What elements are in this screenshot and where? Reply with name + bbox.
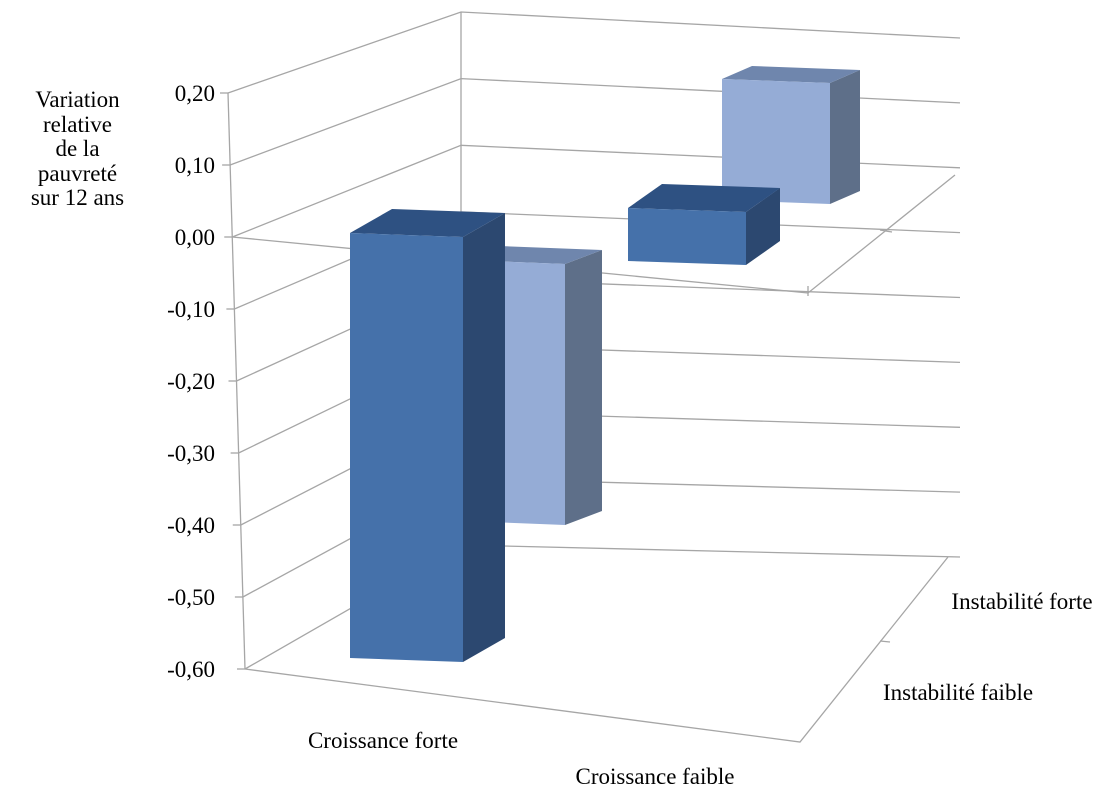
- y-tick-label: -0,50: [167, 585, 215, 610]
- y-axis-title-line: de la: [55, 136, 100, 161]
- x-tick-label: Croissance faible: [575, 764, 734, 787]
- y-tick-label: -0,30: [167, 441, 215, 466]
- bar-side: [746, 188, 780, 265]
- y-axis-title-line: Variation: [35, 87, 120, 112]
- bar-top: [628, 184, 780, 212]
- x-tick-label: Croissance forte: [308, 728, 458, 753]
- y-tick-label: 0,10: [175, 153, 215, 178]
- y-tick-label: -0,40: [167, 513, 215, 538]
- axis-labels: 0,20 0,10 0,00 -0,10 -0,20 -0,30 -0,40 -0,50 -0,…: [167, 81, 1093, 787]
- y-axis-title: Variation relative de la pauvreté sur 12…: [0, 87, 155, 211]
- y-tick-label: -0,10: [167, 297, 215, 322]
- base-tick: [879, 640, 891, 643]
- y-tick-label: -0,20: [167, 369, 215, 394]
- y-tick-label: 0,20: [175, 81, 215, 106]
- bar-top: [722, 66, 860, 83]
- y-axis-title-line: relative: [43, 111, 112, 137]
- bar-side: [463, 213, 505, 662]
- bars: [350, 66, 860, 662]
- y-tick-label: 0,00: [175, 225, 215, 250]
- bar-top: [350, 209, 505, 237]
- y-axis-title-line: pauvreté: [37, 160, 118, 186]
- gridline: [227, 11, 961, 94]
- bar-side: [565, 250, 602, 525]
- depth-tick-label: Instabilité faible: [883, 680, 1033, 705]
- base-edge: [244, 556, 949, 743]
- bar: [628, 208, 746, 265]
- floor-tick: [879, 229, 893, 233]
- depth-tick-label: Instabilité forte: [951, 589, 1092, 614]
- bar: [350, 233, 463, 662]
- y-axis-title-line: sur 12 ans: [30, 185, 125, 210]
- bar-side: [830, 70, 860, 204]
- bar: [722, 79, 830, 204]
- y-tick-label: -0,60: [167, 657, 215, 682]
